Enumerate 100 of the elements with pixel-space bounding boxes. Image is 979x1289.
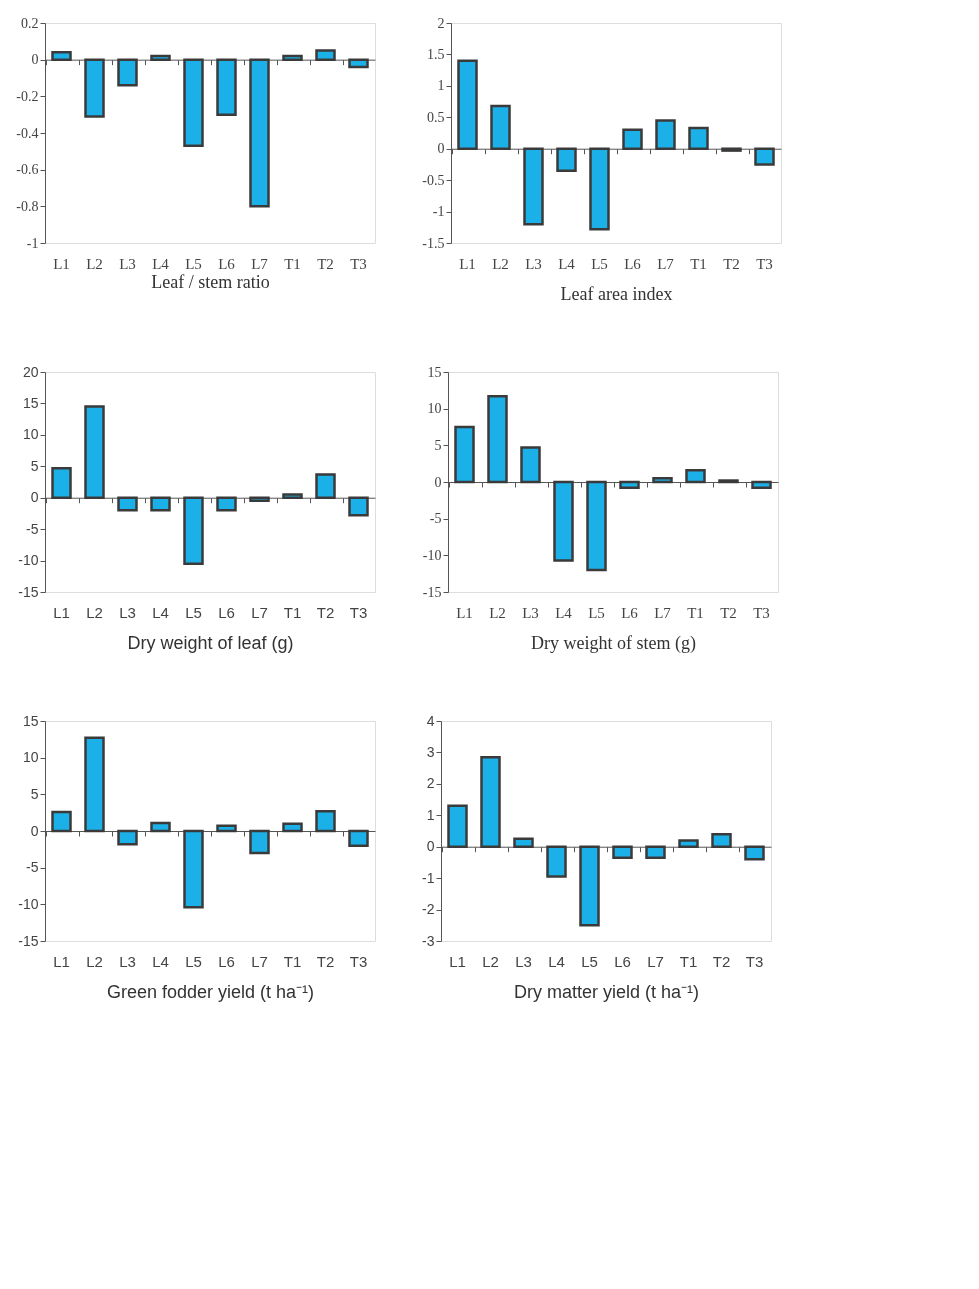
x-tick-label: L2	[86, 952, 103, 970]
y-tick-label: 2	[437, 15, 445, 31]
bar	[282, 822, 303, 833]
y-tick-label: 15	[22, 394, 39, 411]
y-tick-label: 0.5	[427, 109, 445, 125]
y-tick-label: -15	[18, 583, 39, 600]
x-tick-label: L2	[492, 255, 509, 272]
x-tick-label: L4	[152, 255, 170, 272]
bar	[84, 736, 105, 833]
y-tick-label: 20	[22, 363, 39, 380]
x-tick-label: T2	[723, 255, 740, 272]
x-tick-label: T2	[317, 255, 334, 272]
bar	[315, 809, 336, 833]
y-tick-label: 10	[22, 749, 39, 766]
x-tick-label: T3	[756, 255, 773, 272]
x-tick-label: T2	[316, 952, 335, 970]
x-tick-label: T2	[720, 604, 737, 621]
x-axis-title: Leaf area index	[560, 283, 673, 304]
x-tick-label: L6	[624, 255, 642, 272]
y-tick-label: 4	[426, 712, 435, 729]
x-tick-label: L5	[185, 952, 202, 970]
bar	[51, 51, 72, 61]
bar	[348, 829, 369, 847]
x-tick-label: L5	[185, 255, 202, 272]
y-tick-label: -5	[26, 859, 39, 876]
bar	[678, 839, 699, 848]
bar	[117, 829, 138, 846]
bar	[249, 829, 270, 855]
x-tick-label: L4	[152, 952, 169, 970]
bar	[685, 469, 706, 484]
y-tick-label: -1	[26, 235, 39, 251]
x-tick-label: T3	[350, 255, 367, 272]
y-tick-label: -10	[18, 552, 39, 569]
x-tick-label: T2	[712, 952, 731, 970]
x-tick-label: T1	[679, 952, 698, 970]
x-tick-label: L5	[581, 952, 598, 970]
y-tick-label: -15	[422, 584, 442, 600]
bar	[490, 104, 511, 150]
x-tick-label: L7	[657, 255, 675, 272]
x-tick-label: T1	[284, 255, 301, 272]
y-tick-label: 0.2	[21, 15, 39, 31]
bar	[447, 804, 468, 848]
x-tick-label: L4	[152, 603, 169, 621]
bar	[546, 845, 567, 878]
x-tick-label: L4	[555, 604, 573, 621]
x-tick-label: L6	[218, 603, 235, 621]
y-tick-label: 1	[437, 78, 445, 94]
x-tick-label: L6	[621, 604, 639, 621]
y-tick-label: 15	[427, 364, 442, 380]
x-tick-label: L7	[647, 952, 664, 970]
y-tick-label: 0	[31, 52, 39, 68]
bar	[117, 496, 138, 512]
bar	[711, 832, 732, 848]
bar	[249, 496, 270, 503]
y-tick-label: 5	[30, 457, 39, 474]
bar	[480, 755, 501, 848]
x-tick-label: L1	[459, 255, 476, 272]
x-tick-label: L5	[588, 604, 605, 621]
x-tick-label: L6	[614, 952, 631, 970]
bar	[553, 480, 574, 562]
x-tick-label: L3	[119, 255, 136, 272]
bar	[282, 493, 303, 499]
x-tick-label: T3	[349, 952, 368, 970]
x-tick-label: L5	[591, 255, 608, 272]
y-tick-label: -5	[429, 511, 442, 527]
x-tick-label: T3	[349, 603, 368, 621]
bar	[84, 405, 105, 499]
x-tick-label: T1	[283, 603, 302, 621]
x-tick-label: L2	[86, 603, 103, 621]
x-axis-title: Dry weight of stem (g)	[531, 632, 696, 654]
x-tick-label: L4	[558, 255, 576, 272]
y-tick-label: -0.5	[422, 172, 445, 188]
x-axis-title: Dry matter yield (t ha⁻¹)	[513, 981, 700, 1002]
y-tick-label: -0.8	[16, 198, 39, 214]
bar	[586, 480, 607, 572]
y-tick-label: -0.6	[16, 162, 39, 178]
bar	[619, 480, 640, 490]
bar	[645, 845, 666, 859]
x-axis-title: Green fodder yield (t ha⁻¹)	[106, 981, 315, 1002]
y-tick-label: -3	[422, 932, 435, 949]
bar	[612, 845, 633, 859]
y-tick-label: -10	[422, 547, 442, 563]
bar	[150, 821, 171, 833]
x-tick-label: T1	[687, 604, 704, 621]
x-tick-label: L2	[482, 952, 499, 970]
x-tick-label: L3	[522, 604, 539, 621]
bar	[589, 147, 610, 231]
y-tick-label: -5	[26, 520, 39, 537]
x-axis-title: Dry weight of leaf (g)	[127, 632, 294, 653]
y-tick-label: 0	[437, 141, 445, 157]
y-tick-label: -0.2	[16, 88, 39, 104]
bar	[348, 58, 369, 69]
x-tick-label: T1	[283, 952, 302, 970]
x-tick-label: L2	[86, 255, 103, 272]
y-tick-label: -2	[422, 901, 435, 918]
y-tick-label: -1.5	[422, 235, 445, 251]
x-tick-label: L7	[251, 255, 269, 272]
x-tick-label: T2	[316, 603, 335, 621]
bar	[216, 496, 237, 512]
y-tick-label: -0.4	[16, 125, 39, 141]
